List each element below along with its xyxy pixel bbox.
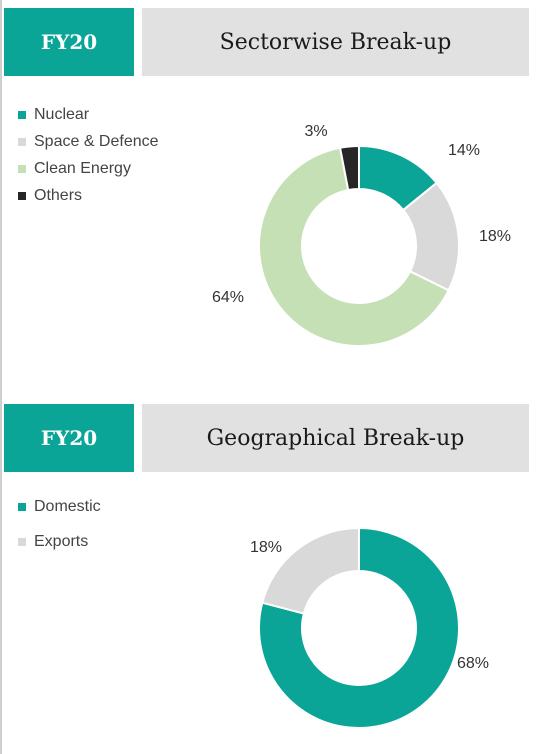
data-label: 14%	[448, 142, 480, 159]
legend-item: Others	[18, 185, 159, 206]
legend-item: Nuclear	[18, 104, 159, 125]
legend-swatch	[18, 537, 26, 546]
legend-item: Space & Defence	[18, 131, 159, 152]
donut-slice-others	[338, 144, 360, 192]
donut-slice-domestic	[258, 526, 460, 729]
legend-swatch	[18, 191, 26, 200]
legend-item: Exports	[18, 531, 101, 552]
legend-item: Clean Energy	[18, 158, 159, 179]
left-border-rule	[0, 0, 2, 754]
data-label: 68%	[457, 655, 489, 672]
legend-label: Clean Energy	[34, 159, 131, 177]
legend-label: Nuclear	[34, 105, 90, 123]
legend-swatch	[18, 502, 26, 511]
data-label: 3%	[304, 123, 327, 140]
legend-label: Others	[34, 186, 83, 204]
legend-label: Domestic	[34, 497, 101, 515]
chart-title: Sectorwise Break-up	[142, 8, 529, 76]
donut-slice-clean-energy	[258, 146, 450, 347]
chart-legend: Domestic Exports	[18, 496, 101, 566]
fiscal-year-tag: FY20	[4, 404, 134, 472]
legend-swatch	[18, 110, 26, 119]
data-label: 64%	[212, 289, 244, 306]
chart-title: Geographical Break-up	[142, 404, 529, 472]
legend-swatch	[18, 164, 26, 173]
donut-slice-exports	[261, 526, 360, 615]
legend-swatch	[18, 137, 26, 146]
legend-label: Exports	[34, 532, 89, 550]
data-label: 18%	[250, 539, 282, 556]
fiscal-year-tag: FY20	[4, 8, 134, 76]
legend-item: Domestic	[18, 496, 101, 517]
legend-label: Space & Defence	[34, 132, 159, 150]
chart-legend: Nuclear Space & Defence Clean Energy Others	[18, 104, 159, 212]
data-label: 18%	[479, 228, 511, 245]
